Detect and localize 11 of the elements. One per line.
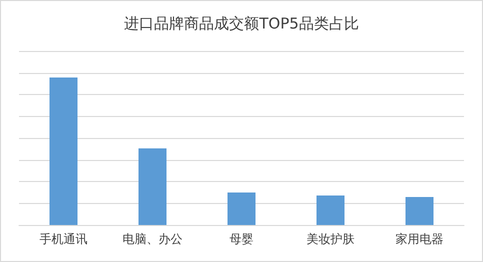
bar	[316, 196, 344, 225]
bar	[406, 196, 434, 225]
chart-title: 进口品牌商品成交额TOP5品类占比	[124, 14, 359, 32]
bar	[50, 78, 78, 225]
x-tick-label: 电脑、办公	[122, 232, 182, 246]
bar	[228, 192, 256, 225]
bar	[138, 148, 166, 225]
x-tick-label: 母婴	[230, 232, 254, 246]
x-tick-label: 手机通讯	[40, 232, 88, 246]
x-tick-label: 美妆护肤	[306, 232, 354, 246]
x-tick-label: 家用电器	[396, 232, 444, 246]
